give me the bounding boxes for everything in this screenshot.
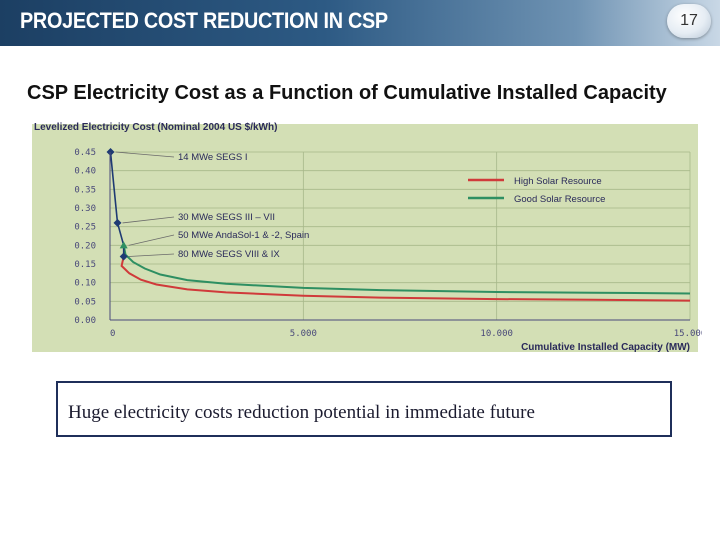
slide-title: PROJECTED COST REDUCTION IN CSP (20, 8, 388, 33)
series-layer (106, 148, 691, 302)
data-point-marker (113, 218, 122, 227)
legend-label: Good Solar Resource (514, 194, 605, 205)
annotation-label: 30 MWe SEGS III – VII (178, 212, 275, 223)
legend-layer: High Solar Resource Good Solar Resource (468, 176, 605, 205)
y-tick-label: 0.45 (74, 148, 96, 158)
data-point-marker (119, 252, 128, 261)
page-number-badge: 17 (667, 4, 711, 38)
data-point-marker (119, 241, 128, 249)
x-tick-label: 10.000 (480, 329, 513, 339)
y-tick-label: 0.30 (74, 204, 96, 214)
annotation-leader (122, 216, 175, 224)
annotation-label: 50 MWe AndaSol-1 & -2, Spain (178, 230, 309, 241)
y-tick-label: 0.05 (74, 297, 96, 307)
data-point-marker (106, 148, 115, 156)
annotation-leader (128, 234, 175, 246)
y-tick-label: 0.40 (74, 167, 96, 177)
series-good-solar-line (122, 245, 691, 295)
series-historic-line (109, 151, 125, 257)
annotation-leader (128, 253, 175, 257)
y-tick-label: 0.20 (74, 241, 96, 251)
x-tick-label: 15.000 (674, 329, 702, 339)
annotation-label: 14 MWe SEGS I (178, 152, 248, 163)
annotation-layer: 14 MWe SEGS I 30 MWe SEGS III – VII 50 MWe… (115, 151, 309, 260)
callout-text: Huge electricity costs reduction potenti… (68, 402, 535, 423)
x-axis-label: Cumulative Installed Capacity (MW) (521, 342, 690, 353)
slide-header: PROJECTED COST REDUCTION IN CSP 17 (0, 0, 720, 46)
chart-background (32, 124, 698, 352)
callout-box: Huge electricity costs reduction potenti… (56, 381, 672, 437)
y-tick-label: 0.35 (74, 185, 96, 195)
axis-layer: 0.00 0.05 0.10 0.15 0.20 0.25 0.30 0.35 0.40 0.45… (34, 122, 702, 353)
y-tick-label: 0.25 (74, 223, 96, 233)
y-axis-label: Levelized Electricity Cost (Nominal 2004… (34, 122, 277, 133)
annotation-leader (115, 151, 175, 158)
x-tick-label: 0 (110, 329, 115, 339)
chart-subtitle: CSP Electricity Cost as a Function of Cu… (27, 82, 667, 104)
y-tick-label: 0.10 (74, 279, 96, 289)
annotation-label: 80 MWe SEGS VIII & IX (178, 249, 280, 260)
chart-frame: 14 MWe SEGS I 30 MWe SEGS III – VII 50 MWe… (28, 120, 702, 356)
series-high-solar-line (120, 256, 691, 302)
y-tick-label: 0.00 (74, 316, 96, 326)
x-tick-label: 5.000 (290, 329, 317, 339)
y-tick-label: 0.15 (74, 260, 96, 270)
cost-chart: 14 MWe SEGS I 30 MWe SEGS III – VII 50 MWe… (34, 122, 702, 353)
legend-label: High Solar Resource (514, 176, 602, 187)
